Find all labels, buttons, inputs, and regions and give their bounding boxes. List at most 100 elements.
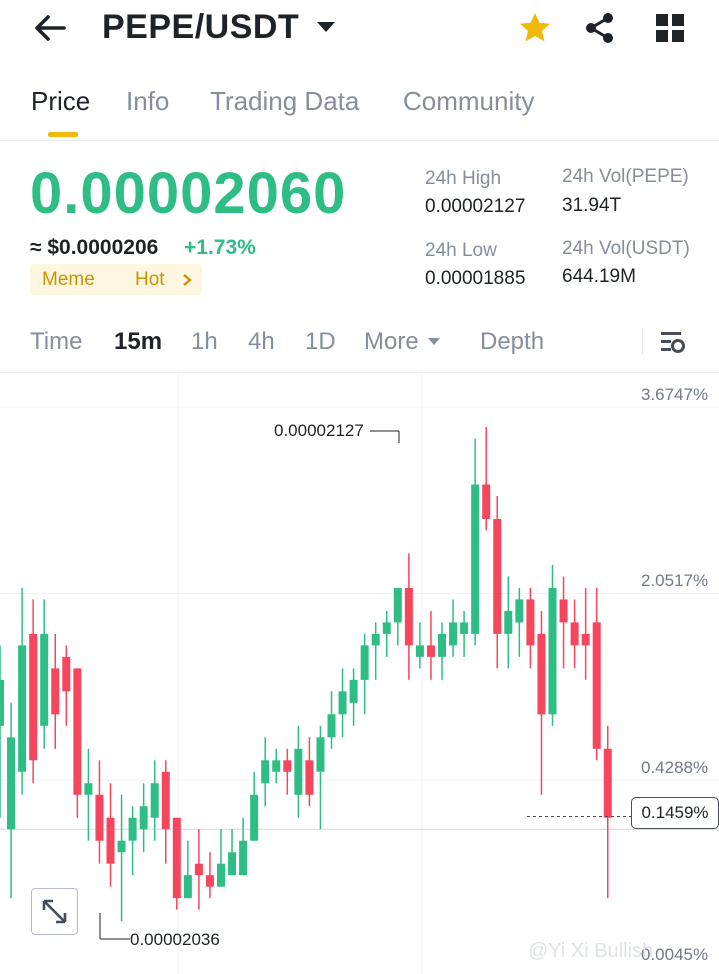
timeframe-1d[interactable]: 1D [305, 328, 336, 355]
timeframe-divider [642, 328, 643, 354]
candle-body [504, 610, 513, 634]
stat-vol-base-label: 24h Vol(PEPE) [562, 166, 689, 187]
candle-body [217, 863, 225, 887]
candle-body [305, 760, 314, 795]
tag-meme[interactable]: Meme [42, 269, 95, 290]
candle-body [283, 760, 292, 772]
share-icon[interactable] [582, 10, 618, 46]
candle-body [603, 748, 612, 818]
stat-high-value: 0.00002127 [425, 196, 526, 217]
candle-body [239, 840, 248, 876]
candle-body [139, 806, 148, 830]
candle-body [40, 633, 49, 726]
candle-body [327, 714, 336, 738]
pair-title[interactable]: PEPE/USDT [102, 8, 300, 46]
candle-body [537, 633, 546, 715]
timeframe-15m[interactable]: 15m [114, 328, 163, 355]
star-icon[interactable] [517, 10, 553, 46]
candle-body [526, 599, 535, 646]
candle-body [449, 622, 458, 646]
candle-body [95, 794, 104, 841]
price-change: +1.73% [184, 236, 256, 259]
candle-body [548, 587, 557, 715]
tab-trading-data[interactable]: Trading Data [210, 86, 360, 116]
candle-body [371, 633, 380, 646]
section-tabs: Price Info Trading Data Community [0, 72, 719, 141]
candle-body [106, 817, 115, 864]
candle-body [570, 622, 579, 646]
candle-body [393, 587, 402, 623]
candle-body [426, 645, 435, 657]
expand-chart-button[interactable] [31, 888, 78, 935]
tag-group[interactable]: Meme Hot [30, 264, 202, 295]
candle-body [581, 633, 590, 646]
candle-body [515, 599, 524, 623]
timeframe-time[interactable]: Time [30, 328, 83, 355]
candle-body [194, 863, 203, 876]
candle-body [0, 679, 4, 726]
current-value-label: 0.1459% [631, 797, 719, 829]
chart-settings-icon[interactable] [659, 329, 687, 355]
axis-label-low: 0.4288% [641, 758, 709, 777]
candle-body [73, 668, 82, 795]
candle-body [84, 783, 93, 795]
top-bar: PEPE/USDT [0, 0, 719, 60]
stat-vol-quote-label: 24h Vol(USDT) [562, 238, 690, 259]
candle-body [559, 599, 568, 623]
back-arrow-icon[interactable] [30, 10, 70, 46]
candle-body [382, 622, 391, 634]
stat-low-label: 24h Low [425, 240, 497, 261]
candle-body [493, 518, 502, 634]
expand-icon[interactable] [32, 889, 77, 934]
candlestick-chart[interactable] [0, 373, 719, 974]
stat-high-label: 24h High [425, 168, 502, 189]
high-marker-label: 0.00002127 [274, 421, 364, 440]
chart-area[interactable] [0, 372, 719, 974]
watermark-text: @Yi Xi Bullish [528, 940, 654, 962]
candle-body [150, 783, 159, 818]
candle-body [294, 748, 303, 795]
candle-body [338, 691, 347, 715]
candle-body [592, 622, 601, 749]
candle-body [7, 737, 16, 830]
candle-body [161, 771, 170, 830]
candle-body [228, 852, 237, 876]
candle-body [482, 484, 491, 519]
chevron-right-icon [180, 272, 194, 288]
tag-hot[interactable]: Hot [135, 269, 165, 290]
dropdown-caret-icon[interactable] [314, 18, 338, 36]
candle-body [117, 840, 126, 853]
tab-community[interactable]: Community [403, 86, 535, 116]
candle-body [183, 875, 192, 899]
candle-body [261, 760, 270, 784]
stat-vol-quote-value: 644.19M [562, 266, 636, 287]
axis-label-mid: 2.0517% [641, 571, 709, 590]
stat-low-value: 0.00001885 [425, 268, 526, 289]
timeframe-more[interactable]: More [364, 328, 419, 355]
tab-info[interactable]: Info [126, 86, 170, 116]
timeframe-1h[interactable]: 1h [191, 328, 218, 355]
timeframe-4h[interactable]: 4h [248, 328, 275, 355]
candle-body [316, 737, 325, 772]
axis-label-top: 3.6747% [641, 385, 709, 404]
active-tab-indicator [48, 132, 78, 137]
last-price: 0.00002060 [30, 161, 347, 226]
candle-body [415, 645, 424, 657]
candle-body [272, 760, 281, 772]
candle-body [471, 484, 480, 634]
stat-vol-base-value: 31.94T [562, 195, 622, 216]
usd-price-value: ≈ $0.0000206 [30, 236, 159, 259]
candle-body [205, 875, 214, 887]
candle-body [250, 794, 259, 841]
usd-price: ≈ $0.0000206 [30, 236, 158, 260]
candle-body [404, 587, 413, 646]
grid-icon[interactable] [654, 12, 686, 44]
tab-price[interactable]: Price [31, 86, 91, 116]
low-marker-label: 0.00002036 [130, 930, 220, 949]
candle-body [29, 633, 38, 761]
more-caret-icon[interactable] [426, 335, 442, 347]
timeframe-depth[interactable]: Depth [480, 328, 545, 355]
candle-body [460, 622, 469, 634]
candle-body [360, 645, 369, 680]
candle-body [18, 645, 27, 772]
